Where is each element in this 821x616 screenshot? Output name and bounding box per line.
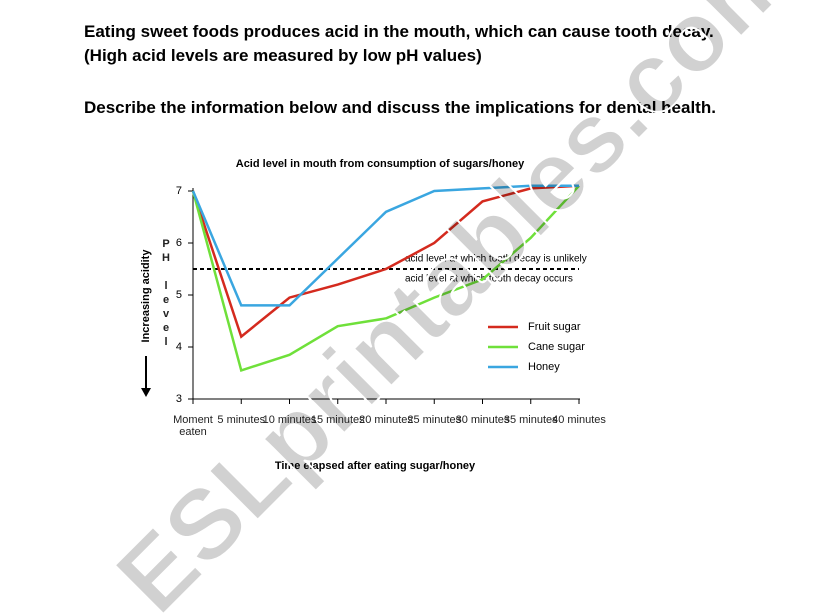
series-line bbox=[191, 184, 580, 372]
x-tick-label: 20 minutes bbox=[359, 414, 413, 426]
x-tick-label: 40 minutes bbox=[552, 414, 606, 426]
y-arrow-label: Increasing acidity bbox=[140, 249, 152, 343]
x-tick-label: 25 minutes bbox=[407, 414, 462, 426]
y-tick-label: 7 bbox=[176, 185, 182, 197]
series-line bbox=[191, 184, 579, 307]
y-tick-label: 3 bbox=[176, 393, 182, 405]
x-tick-label: 30 minutes bbox=[455, 414, 510, 426]
x-tick-label: 10 minutes bbox=[262, 414, 317, 426]
y-tick-label: 5 bbox=[176, 289, 182, 301]
arrow-head bbox=[141, 388, 151, 397]
legend-label: Fruit sugar bbox=[528, 321, 581, 333]
x-tick-label: Moment eaten bbox=[173, 414, 213, 438]
legend-label: Honey bbox=[528, 361, 560, 373]
series-line bbox=[191, 184, 580, 339]
y-axis-label: PH level bbox=[160, 238, 172, 350]
threshold-label: acid level at which tooth decay occurs bbox=[405, 274, 573, 285]
threshold-label: acid level at which tooth decay is unlik… bbox=[405, 254, 587, 265]
chart-title: Acid level in mouth from consumption of … bbox=[236, 158, 525, 170]
paragraph: Eating sweet foods produces acid in the … bbox=[84, 22, 714, 65]
x-tick-label: 15 minutes bbox=[310, 414, 365, 426]
watermark: ESLprintables.com bbox=[95, 0, 815, 616]
paragraph: Describe the information below and discu… bbox=[84, 98, 716, 117]
x-tick-label: 5 minutes bbox=[217, 414, 266, 426]
y-tick-label: 6 bbox=[176, 237, 182, 249]
x-tick-label: 35 minutes bbox=[503, 414, 558, 426]
y-tick-label: 4 bbox=[176, 341, 182, 353]
x-axis-label: Time elapsed after eating sugar/honey bbox=[275, 460, 476, 472]
legend-label: Cane sugar bbox=[528, 341, 585, 353]
